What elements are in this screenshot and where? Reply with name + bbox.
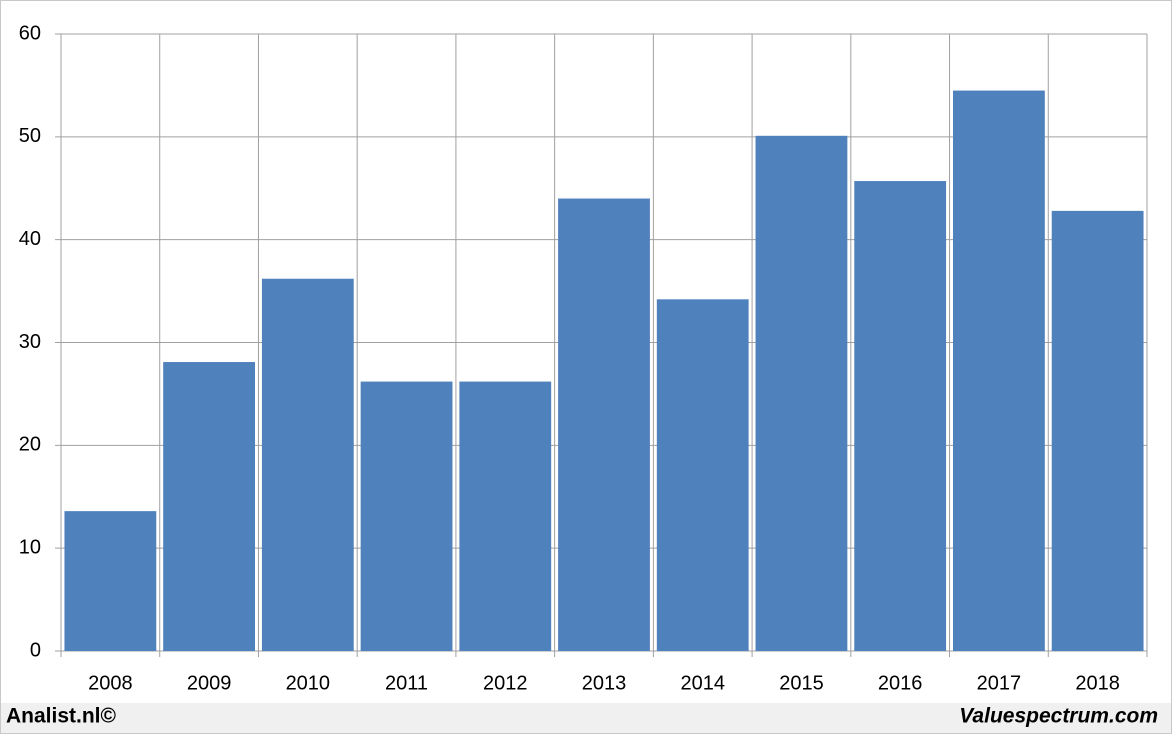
x-tick-label: 2017 <box>977 672 1022 694</box>
y-tick-label: 60 <box>19 22 41 44</box>
bar <box>459 381 552 651</box>
bar <box>656 299 749 651</box>
y-tick-label: 30 <box>19 331 41 353</box>
bar <box>953 90 1045 651</box>
x-tick-label: 2011 <box>385 672 428 694</box>
x-tick-label: 2012 <box>483 672 528 694</box>
bar <box>558 198 650 652</box>
x-tick-label: 2010 <box>286 672 331 694</box>
y-tick-label: 0 <box>30 639 41 661</box>
y-tick-label: 10 <box>19 536 41 558</box>
x-tick-label: 2008 <box>88 672 133 694</box>
x-tick-label: 2016 <box>878 672 923 694</box>
bar <box>360 381 453 651</box>
credit-right: Valuespectrum.com <box>959 705 1158 728</box>
x-tick-label: 2015 <box>779 672 824 694</box>
y-tick-label: 20 <box>19 434 41 456</box>
footer-band <box>1 703 1171 733</box>
credit-left: Analist.nl© <box>6 705 117 728</box>
y-tick-label: 40 <box>19 228 41 250</box>
x-tick-label: 2018 <box>1075 672 1120 694</box>
bar <box>854 181 947 651</box>
bar <box>1051 210 1144 651</box>
bar <box>755 135 848 651</box>
x-tick-label: 2013 <box>582 672 627 694</box>
x-tick-label: 2009 <box>187 672 232 694</box>
bar <box>64 511 157 651</box>
bar <box>261 278 354 651</box>
x-tick-label: 2014 <box>680 672 725 694</box>
y-tick-label: 50 <box>19 125 41 147</box>
bar <box>163 362 255 651</box>
